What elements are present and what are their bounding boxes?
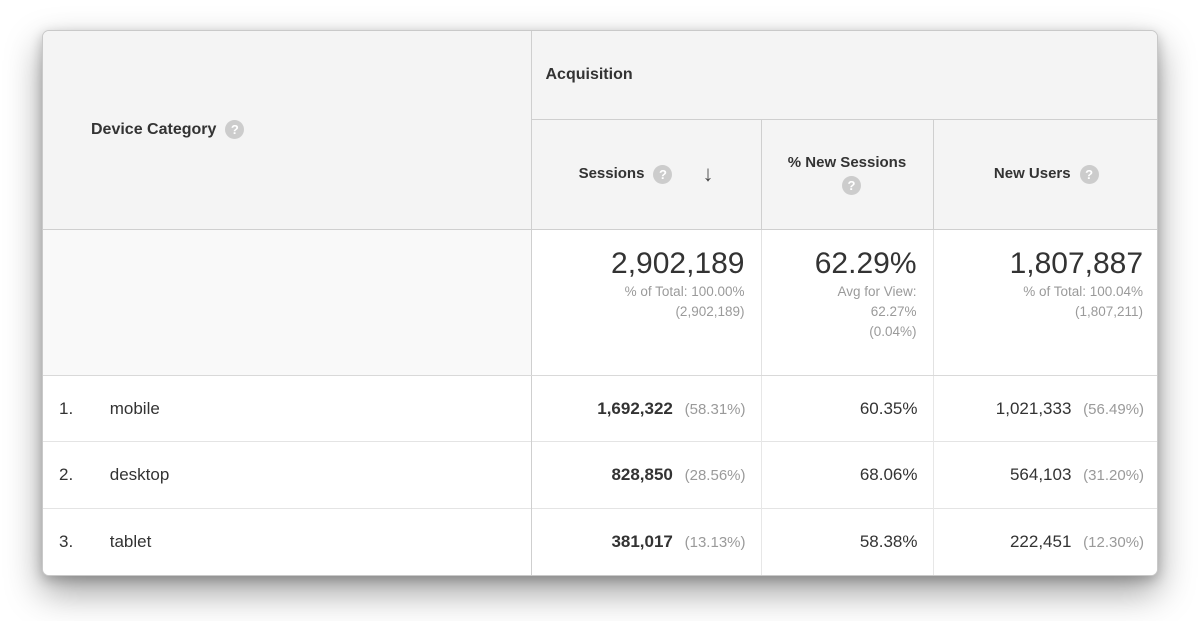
sessions-value: 1,692,322 [597,398,673,418]
acquisition-group-label: Acquisition [545,65,633,83]
pct-new-sessions-help-icon[interactable]: ? [842,175,861,195]
new-users-cell: 222,451 (12.30%) [932,507,1157,575]
table-row: 2. desktop 828,850 (28.56%) 68.06% 564,1… [43,441,1157,509]
sessions-help-icon[interactable]: ? [653,164,673,184]
device-label: mobile [109,398,160,418]
device-label: tablet [109,531,152,551]
pct-new-sessions-column-header[interactable]: % New Sessions? [760,119,933,230]
pct-new-sessions-header-label: % New Sessions [787,154,907,172]
new-users-total-value: 1,807,887 [1009,246,1144,280]
sessions-total-pct-of-total: % of Total: 100.00% [624,283,745,299]
device-category-header-label: Device Category [91,120,217,138]
new-users-cell: 1,021,333 (56.49%) [932,374,1157,442]
acquisition-group-header: Acquisition [531,31,1157,120]
new-users-help-icon[interactable]: ? [1079,164,1099,184]
row-label-cell-mobile[interactable]: 1. mobile [43,374,532,442]
device-category-help-icon[interactable]: ? [225,120,245,140]
new-users-value: 222,451 [1009,531,1072,551]
pct-new-sessions-cell: 68.06% [760,441,933,509]
sessions-cell: 381,017 (13.13%) [530,507,761,575]
device-category-table: Device Category ? Acquisition Sessions ?… [43,31,1157,575]
pct-new-sessions-total-value: 62.29% [814,246,917,280]
pct-new-sessions-avg-label: Avg for View: [837,283,917,299]
new-users-total-raw: (1,807,211) [1074,303,1144,319]
table-row: 1. mobile 1,692,322 (58.31%) 60.35% 1,02… [43,374,1157,442]
device-category-header[interactable]: Device Category ? [43,31,532,230]
row-index: 3. [59,531,74,551]
row-index: 2. [59,465,74,485]
totals-row: 2,902,189 % of Total: 100.00% (2,902,189… [43,229,1157,376]
sessions-value: 828,850 [611,465,673,485]
table-row: 3. tablet 381,017 (13.13%) 58.38% 222,45… [43,507,1157,575]
new-users-percent: (56.49%) [1083,400,1145,418]
sessions-cell: 1,692,322 (58.31%) [530,374,761,442]
sessions-percent: (28.56%) [684,467,746,485]
device-label: desktop [109,465,170,485]
pct-new-sessions-value: 58.38% [859,531,918,551]
sessions-percent: (13.13%) [684,533,746,551]
new-users-cell: 564,103 (31.20%) [932,441,1157,509]
row-index: 1. [59,398,74,418]
new-users-percent: (31.20%) [1083,467,1145,485]
pct-new-sessions-avg-value: 62.27% [870,303,917,319]
totals-pct-new-sessions-cell: 62.29% Avg for View: 62.27% (0.04%) [760,229,933,376]
new-users-percent: (12.30%) [1083,533,1145,551]
row-label-cell-desktop[interactable]: 2. desktop [43,441,532,509]
sort-descending-icon: ↓ [702,161,714,186]
pct-new-sessions-value: 60.35% [859,398,918,418]
pct-new-sessions-delta: (0.04%) [869,324,917,339]
sessions-total-value: 2,902,189 [611,246,745,280]
pct-new-sessions-value: 68.06% [859,465,918,485]
pct-new-sessions-cell: 60.35% [760,374,933,442]
new-users-value: 564,103 [1009,465,1072,485]
totals-row-label-cell [43,229,532,376]
row-label-cell-tablet[interactable]: 3. tablet [43,507,532,575]
analytics-table-card: Device Category ? Acquisition Sessions ?… [42,30,1158,576]
pct-new-sessions-cell: 58.38% [760,507,933,575]
metric-header-row: Sessions ? ↓ % New Sessions? New Users ? [43,119,1157,230]
new-users-value: 1,021,333 [995,398,1072,418]
sessions-total-raw: (2,902,189) [675,303,745,319]
sessions-percent: (58.31%) [684,400,746,418]
sessions-header-label: Sessions [578,165,645,183]
sessions-cell: 828,850 (28.56%) [530,441,761,509]
new-users-total-pct-of-total: % of Total: 100.04% [1023,283,1144,299]
totals-sessions-cell: 2,902,189 % of Total: 100.00% (2,902,189… [530,229,761,376]
new-users-header-label: New Users [993,165,1071,183]
sessions-value: 381,017 [611,531,673,551]
acquisition-header-row: Device Category ? Acquisition [43,31,1157,230]
sessions-column-header[interactable]: Sessions ? ↓ [530,119,761,230]
new-users-column-header[interactable]: New Users ? [932,119,1157,230]
totals-new-users-cell: 1,807,887 % of Total: 100.04% (1,807,211… [932,229,1157,376]
